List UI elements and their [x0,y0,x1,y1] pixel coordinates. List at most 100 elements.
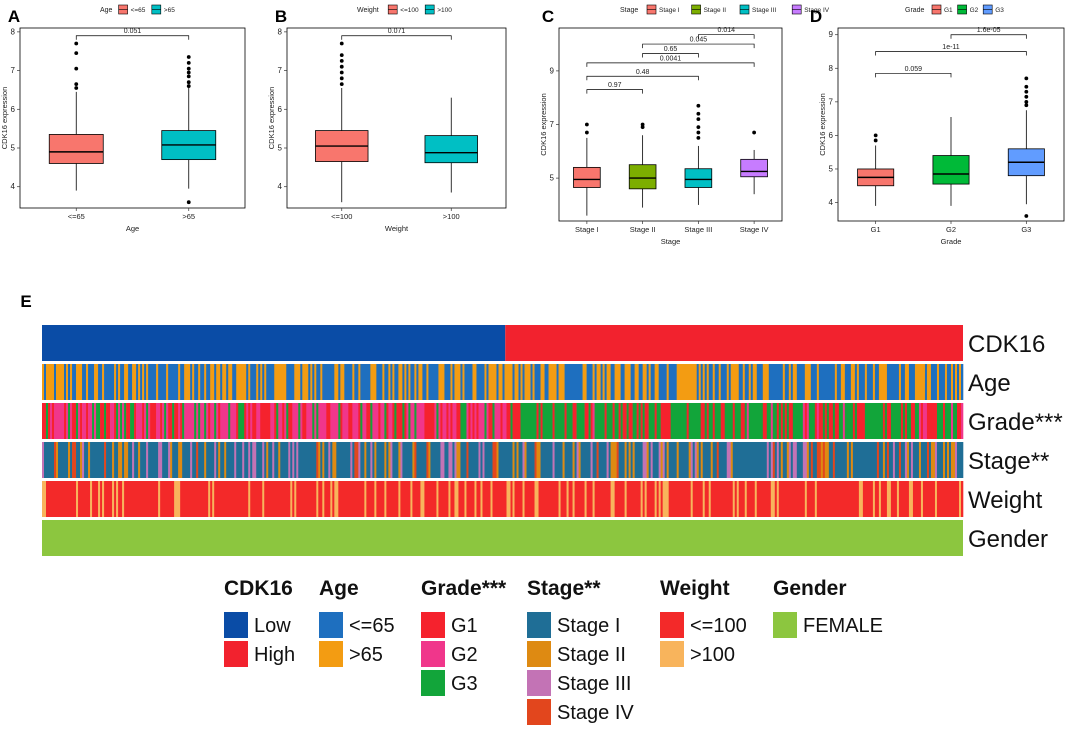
heatmap-cell [766,442,770,478]
heatmap-cell [402,403,405,439]
heatmap-cell [384,364,389,400]
heatmap-cell [616,442,619,478]
heatmap-cell [448,442,453,478]
outlier-point [696,136,701,140]
y-tick-label: 4 [278,182,283,191]
heatmap-cell [358,442,361,478]
heatmap-cell [522,481,525,517]
legend-label: <=65 [131,7,146,14]
heatmap-cell [150,403,157,439]
heatmap-cell [694,442,698,478]
heatmap-cell [388,442,391,478]
heatmap-cell [908,481,914,517]
heatmap-cell [732,403,736,439]
heatmap-cell [410,403,415,439]
x-tick-label: G3 [1021,225,1031,234]
heatmap-cell [536,403,539,439]
heatmap-cell [82,442,85,478]
heatmap-cell [774,442,778,478]
heatmap-cell [266,364,275,400]
heatmap-cell [596,442,599,478]
legend-label: >65 [164,7,175,14]
heatmap-cell [122,481,125,517]
legend-title: Grade [905,7,925,14]
heatmap-cell [294,364,301,400]
x-tick-label: Stage IV [740,225,769,234]
heatmap-cell [378,403,381,439]
heatmap-cell [216,364,221,400]
heatmap-cell [708,403,714,439]
heatmap-cell [66,403,69,439]
heatmap-cell [836,364,842,400]
heatmap-cell [700,442,704,478]
heatmap-cell [262,481,265,517]
heatmap-cell [56,442,59,478]
heatmap-cell [260,403,271,439]
heatmap-cell [936,364,940,400]
heatmap-cell [584,403,589,439]
outlier-point [873,138,878,143]
heatmap-cell [448,481,451,517]
heatmap-cell [256,442,263,478]
x-tick-label: <=65 [68,212,85,221]
heatmap-cell [598,442,607,478]
heatmap-cell [454,364,461,400]
heatmap-cell [312,364,315,400]
heatmap-cell [256,403,261,439]
box-<=65 [48,134,104,164]
legend-swatch [660,612,684,638]
legend-label: G1 [451,615,478,637]
heatmap-cell [46,403,49,439]
heatmap-cell [160,481,175,517]
heatmap-cell [814,403,818,439]
heatmap-cell [930,442,936,478]
outlier-point [339,41,344,46]
heatmap-cell [224,442,227,478]
y-tick-label: 5 [829,164,834,173]
heatmap-cell [776,442,780,478]
heatmap-cell [534,442,537,478]
heatmap-cell [376,481,385,517]
heatmap-cell [484,364,487,400]
heatmap-cell [854,364,858,400]
heatmap-cell [730,442,734,478]
legend-label: FEMALE [803,615,883,637]
heatmap-cell [618,442,625,478]
comparison-bracket [75,35,190,40]
heatmap-cell [226,442,235,478]
heatmap-cell [886,403,892,439]
heatmap-cell [120,364,125,400]
heatmap-cell [912,481,922,517]
heatmap-cell [116,403,119,439]
heatmap-cell [170,442,173,478]
heatmap-cell [704,403,708,439]
heatmap-cell [54,364,57,400]
heatmap-cell [156,364,159,400]
outlier-point [186,60,191,65]
heatmap-cell [624,364,631,400]
heatmap-cell [886,364,900,400]
heatmap-cell [818,364,836,400]
heatmap-cell [394,403,397,439]
heatmap-cell [488,364,497,400]
heatmap-cell [442,403,447,439]
heatmap-cell [336,442,351,478]
outlier-point [186,70,191,75]
heatmap-cell [816,364,820,400]
heatmap-cell [292,403,299,439]
heatmap-cell [828,442,834,478]
heatmap-cell [692,442,696,478]
box-Stage IV [740,158,768,178]
heatmap-cell [158,364,167,400]
heatmap-cell [846,442,850,478]
legend-label: Stage IV [804,7,830,14]
heatmap-cell [614,481,625,517]
heatmap-cell [770,442,774,478]
comparison-bracket [586,89,643,94]
heatmap-cell [826,403,830,439]
heatmap-cell [316,442,319,478]
heatmap-cell [902,403,906,439]
heatmap-cell [168,403,173,439]
heatmap-cell [334,364,339,400]
